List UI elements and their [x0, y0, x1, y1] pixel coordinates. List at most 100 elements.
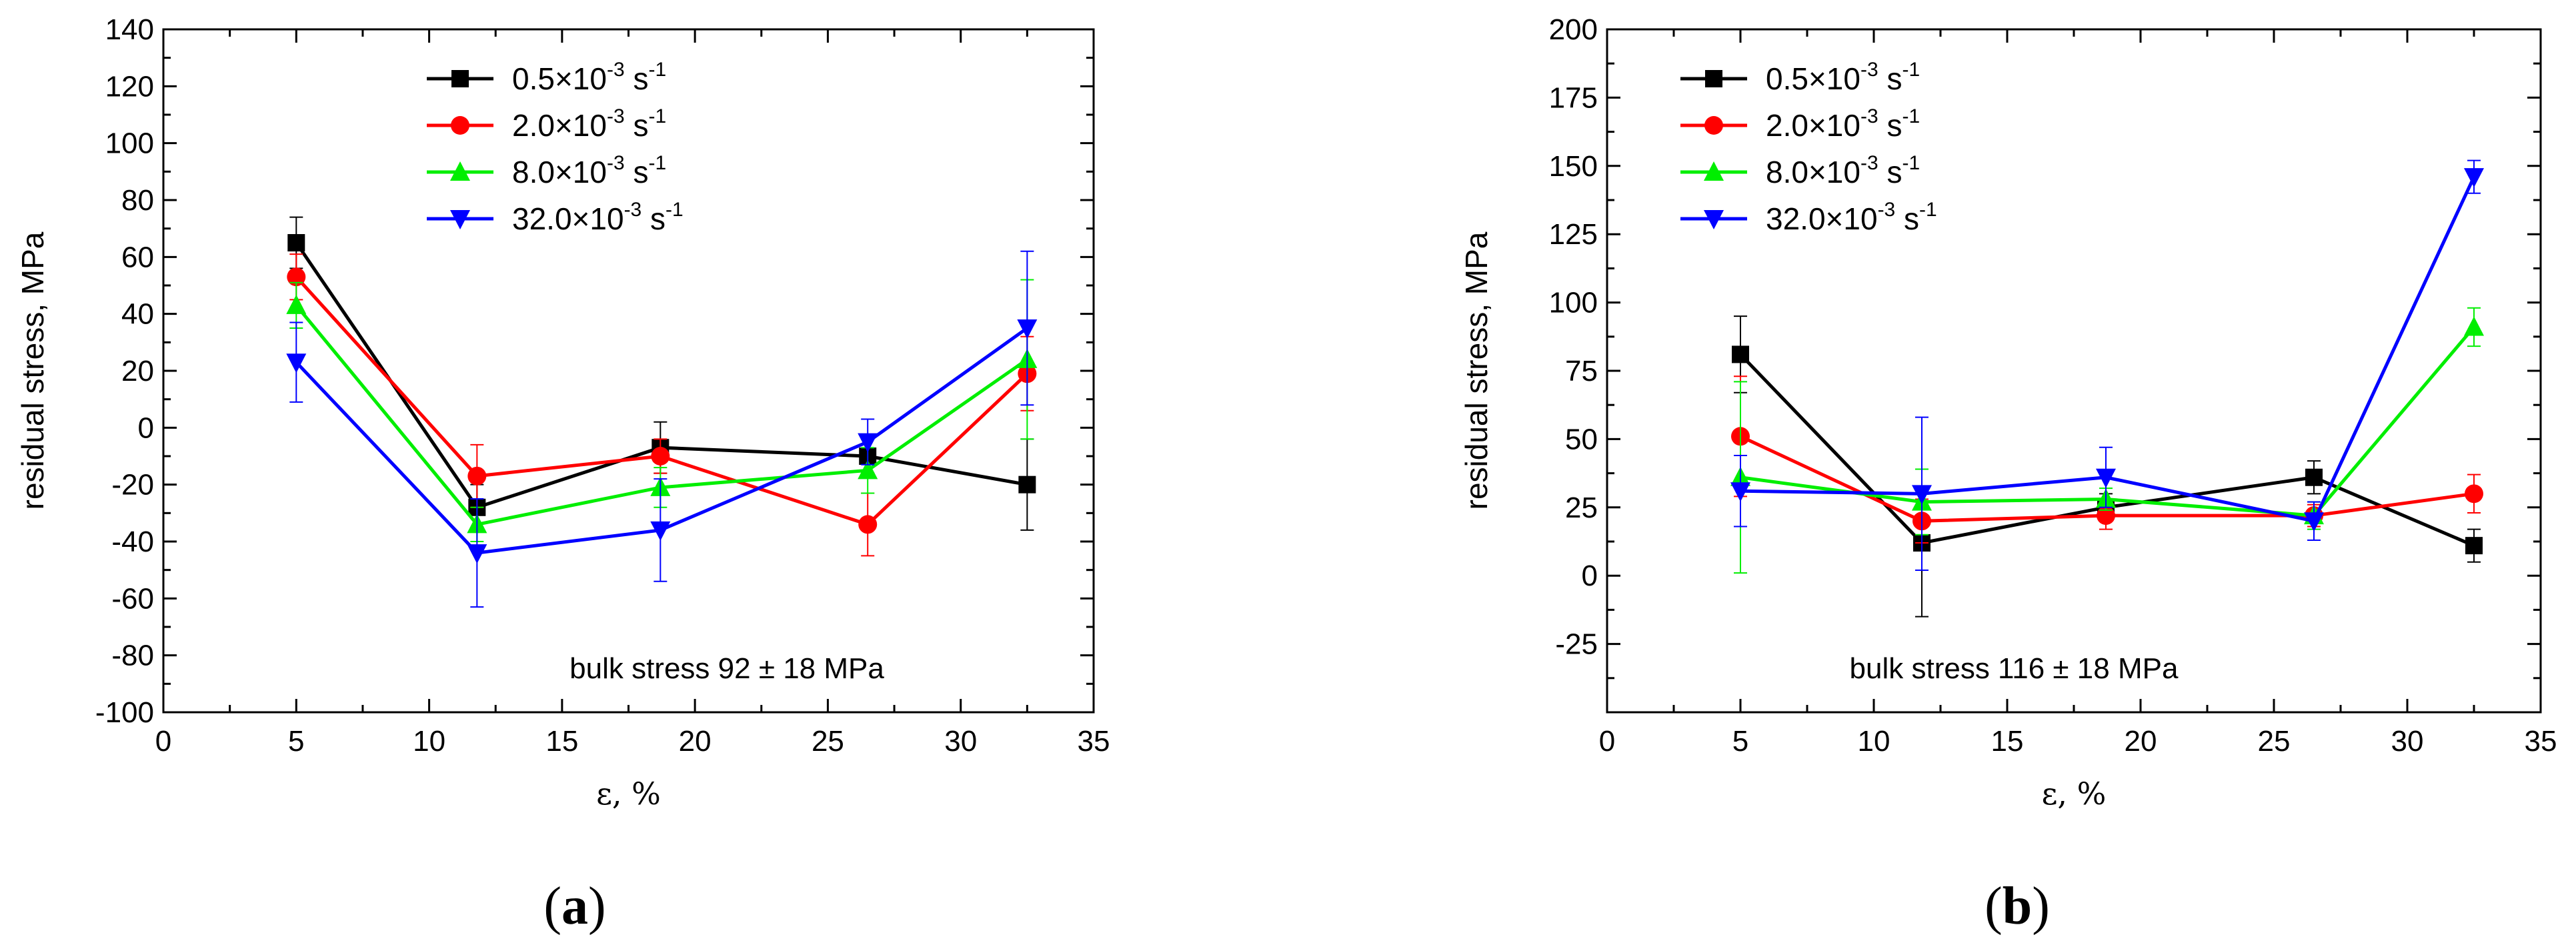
chart-a-legend-marker	[450, 210, 470, 229]
chart-b-series-3	[1730, 159, 2484, 572]
chart-b-x-tick-label: 0	[1599, 725, 1615, 758]
chart-b-x-tick-label: 15	[1991, 725, 2024, 758]
chart-a-x-tick-label: 25	[812, 725, 844, 758]
chart-b-y-tick-label: 25	[1565, 492, 1598, 524]
chart-b-legend-label: 32.0×10-3 s-1	[1766, 199, 1937, 236]
chart-b-panel-label: (b)	[1985, 877, 2050, 936]
chart-b-y-tick-label: 50	[1565, 423, 1598, 455]
chart-a-x-axis-title: ε, %	[596, 776, 661, 812]
chart-a-ticks: 0 5 10 15 20 25 30 35 -100 -80 -60 -40 -20 0 20 40 60 80 1…	[95, 13, 1110, 758]
chart-a-y-tick-label: 120	[105, 70, 154, 103]
chart-a-x-tick-label: 20	[679, 725, 712, 758]
chart-a-data-point	[858, 459, 878, 480]
chart-a-y-tick-label: 20	[121, 355, 154, 387]
chart-b-data-point	[1730, 482, 1750, 502]
chart-panel-b: 0 5 10 15 20 25 30 35-250255075100125150175200 …	[1459, 13, 2557, 936]
chart-a-x-tick-label: 0	[155, 725, 171, 758]
chart-a-y-tick-label: 140	[105, 13, 154, 46]
chart-a-data-point	[1017, 319, 1038, 339]
chart-b-series	[1730, 159, 2484, 618]
chart-b-y-tick-label: 125	[1549, 218, 1598, 251]
chart-a-legend-marker	[450, 161, 470, 181]
chart-a-y-tick-label: 100	[105, 127, 154, 160]
chart-a-y-tick-label: 60	[121, 241, 154, 273]
chart-b-x-tick-label: 35	[2525, 725, 2557, 758]
chart-b-data-point	[2305, 468, 2323, 486]
chart-a-legend-label: 0.5×10-3 s-1	[512, 59, 666, 96]
chart-a-y-tick-label: -100	[95, 696, 154, 729]
chart-b-legend-marker	[1705, 70, 1722, 87]
chart-a-annotation: bulk stress 92 ± 18 MPa	[569, 652, 884, 685]
chart-a-panel-label: (a)	[543, 877, 605, 936]
chart-b-legend-entry: 0.5×10-3 s-1	[1680, 59, 1920, 96]
chart-a-data-point	[286, 353, 307, 373]
chart-b-x-axis-title: ε, %	[2042, 776, 2107, 812]
chart-b-legend-marker	[1704, 210, 1724, 229]
chart-a-y-tick-label: 0	[138, 411, 154, 444]
chart-b-legend-label: 2.0×10-3 s-1	[1766, 105, 1920, 143]
chart-a-data-point	[286, 294, 307, 314]
chart-b-y-tick-label: 0	[1582, 560, 1598, 592]
chart-a-series-2	[286, 279, 1038, 542]
chart-a-legend-label: 8.0×10-3 s-1	[512, 152, 666, 189]
chart-a-x-tick-label: 30	[944, 725, 977, 758]
chart-a-legend-marker	[451, 116, 469, 135]
chart-b-data-point	[2464, 168, 2484, 188]
chart-a-x-tick-label: 10	[413, 725, 445, 758]
chart-a-legend-entry: 8.0×10-3 s-1	[427, 152, 666, 189]
chart-b-data-point	[2096, 468, 2116, 488]
chart-b-plot-frame	[1606, 28, 2542, 714]
chart-b-y-tick-label: 150	[1549, 150, 1598, 183]
chart-a-legend: 0.5×10-3 s-1 2.0×10-3 s-1 8.0×10-3 s-1 32.0…	[427, 59, 684, 236]
chart-b-data-point	[2465, 537, 2483, 555]
chart-b-data-point	[1912, 485, 1932, 505]
chart-b-y-axis-title: residual stress, MPa	[1459, 231, 1494, 510]
chart-b-y-tick-label: -25	[1555, 628, 1598, 661]
chart-b-legend-entry: 32.0×10-3 s-1	[1680, 199, 1937, 236]
chart-a-data-point	[858, 515, 878, 534]
chart-b-y-tick-label: 200	[1549, 13, 1598, 46]
chart-a-y-tick-label: 80	[121, 184, 154, 217]
chart-b-x-tick-label: 10	[1858, 725, 1890, 758]
chart-b-legend-entry: 8.0×10-3 s-1	[1680, 152, 1920, 189]
chart-a-y-tick-label: -60	[111, 582, 154, 615]
chart-a-legend-marker	[451, 70, 469, 87]
chart-a-data-point	[467, 466, 487, 486]
chart-a-data-point	[287, 267, 306, 287]
chart-b-data-point	[2465, 484, 2483, 504]
chart-b-annotation: bulk stress 116 ± 18 MPa	[1850, 652, 2179, 685]
chart-a-legend-label: 2.0×10-3 s-1	[512, 105, 666, 143]
chart-a-series-3	[286, 250, 1038, 608]
chart-b-legend-label: 8.0×10-3 s-1	[1766, 152, 1920, 189]
chart-b-y-tick-label: 100	[1549, 287, 1598, 319]
chart-a-y-axis-title: residual stress, MPa	[15, 231, 50, 510]
chart-a-y-tick-label: 40	[121, 298, 154, 331]
chart-a-y-tick-label: -40	[111, 526, 154, 558]
chart-a-plot-frame	[162, 28, 1095, 714]
chart-b-x-tick-label: 25	[2258, 725, 2291, 758]
chart-b-legend-label: 0.5×10-3 s-1	[1766, 59, 1920, 96]
chart-a-series-1	[287, 253, 1037, 557]
chart-b-data-point	[2097, 506, 2115, 526]
chart-a-legend-entry: 32.0×10-3 s-1	[427, 199, 684, 236]
chart-panel-a: 0 5 10 15 20 25 30 35 -100 -80 -60 -40 -20 0 20 40 60 80 1…	[15, 13, 1110, 936]
chart-a-legend-entry: 2.0×10-3 s-1	[427, 105, 666, 143]
chart-a-data-point	[650, 521, 671, 541]
chart-a-series	[286, 216, 1038, 608]
chart-a-data-point	[858, 433, 878, 453]
chart-b-legend-marker	[1704, 161, 1724, 181]
chart-b-data-point	[1732, 345, 1749, 363]
chart-b-legend: 0.5×10-3 s-1 2.0×10-3 s-1 8.0×10-3 s-1 32.0…	[1680, 59, 1937, 236]
chart-a-y-tick-label: -80	[111, 640, 154, 672]
chart-a-legend-entry: 0.5×10-3 s-1	[427, 59, 666, 96]
chart-a-data-point	[1018, 476, 1036, 494]
chart-a-y-tick-label: -20	[111, 469, 154, 502]
chart-b-series-2	[1730, 307, 2484, 574]
chart-b-data-point	[2304, 512, 2324, 532]
chart-b-ticks: 0 5 10 15 20 25 30 35 -25 0 25 50 75 100 125 150 175 200	[1549, 13, 2557, 758]
chart-b-data-point	[2464, 316, 2484, 336]
chart-a-x-tick-label: 5	[288, 725, 304, 758]
chart-b-legend-entry: 2.0×10-3 s-1	[1680, 105, 1920, 143]
chart-a-data-point	[651, 447, 670, 465]
